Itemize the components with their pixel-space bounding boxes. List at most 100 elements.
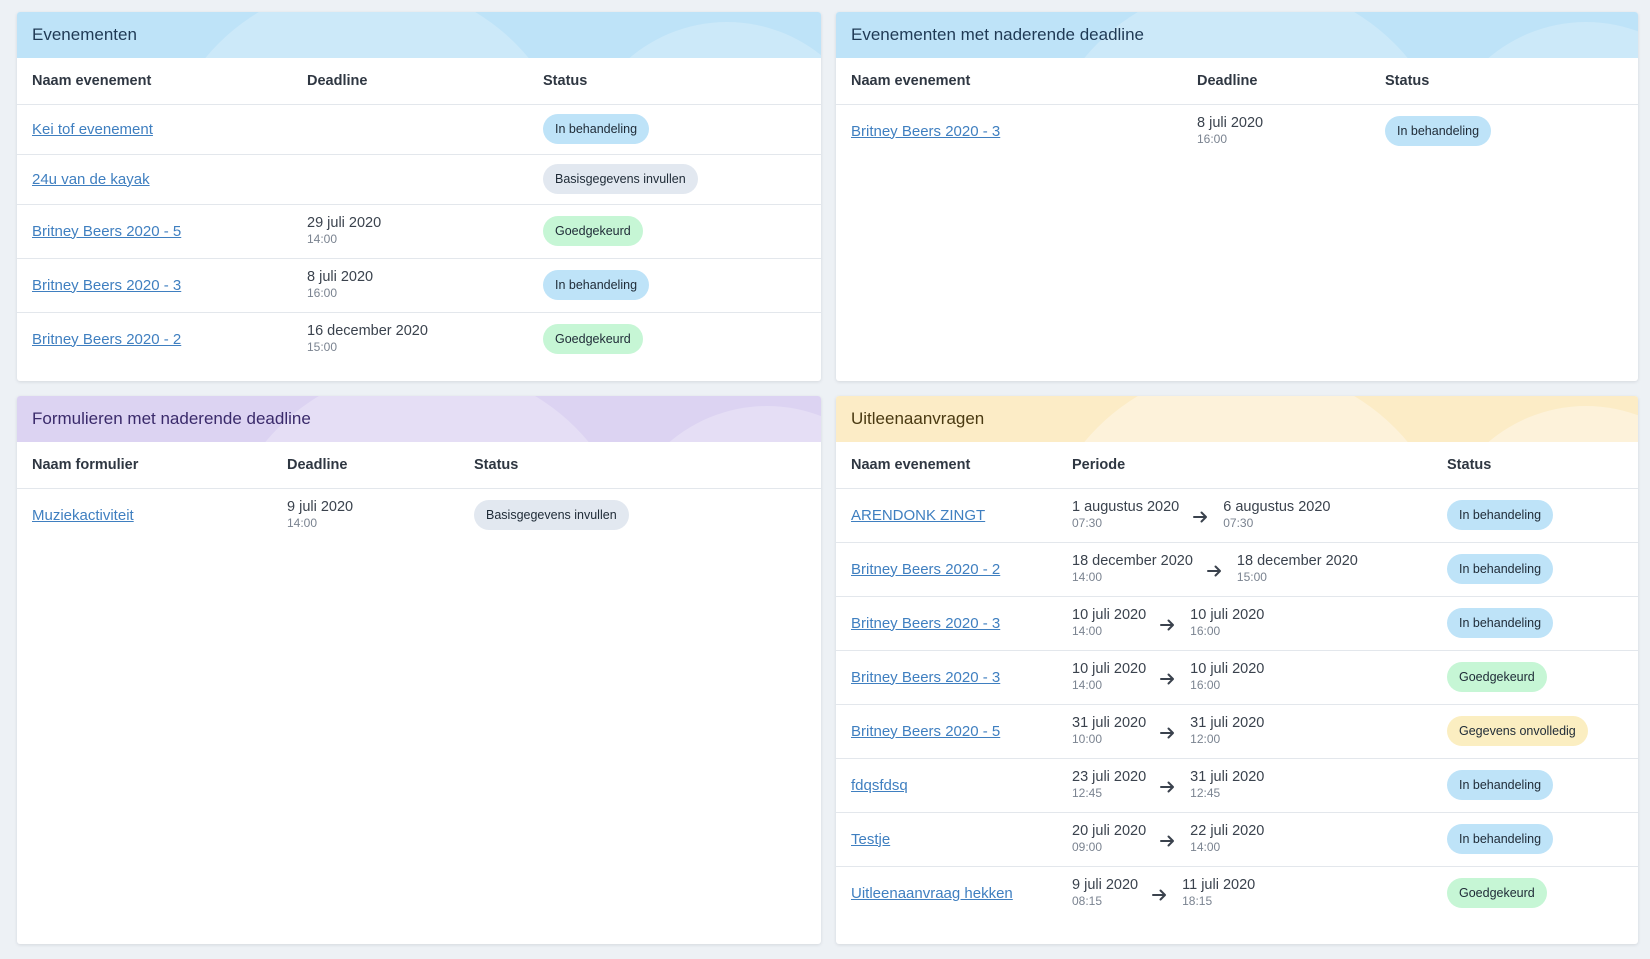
table-header-row: Naam evenement Deadline Status (17, 58, 821, 105)
period-start-time: 14:00 (1072, 570, 1103, 584)
column-header-status: Status (459, 442, 821, 489)
loan-request-link[interactable]: Britney Beers 2020 - 5 (851, 722, 1001, 740)
loan-request-link[interactable]: Uitleenaanvraag hekken (851, 884, 1013, 902)
table-row: Britney Beers 2020 - 2 18 december 2020 14… (836, 542, 1638, 597)
deadline-date: 29 juli 2020 (307, 215, 382, 231)
period-end-date: 10 juli 2020 (1190, 661, 1265, 677)
period-start-time: 09:00 (1072, 840, 1103, 854)
event-link[interactable]: Britney Beers 2020 - 3 (851, 122, 1001, 140)
event-link[interactable]: Kei tof evenement (32, 120, 153, 138)
forms-card: Formulieren met naderende deadline Naam … (17, 396, 821, 944)
table-row: ARENDONK ZINGT 1 augustus 2020 07:30 6 augu… (836, 488, 1638, 543)
period-cell: 20 juli 2020 09:00 22 juli 2020 14:00 (1057, 812, 1432, 867)
period-start: 18 december 2020 14:00 (1072, 553, 1193, 585)
column-header-name: Naam formulier (17, 442, 272, 489)
forms-card-title: Formulieren met naderende deadline (32, 409, 311, 428)
name-cell: ARENDONK ZINGT (836, 488, 1057, 543)
period-cell: 10 juli 2020 14:00 10 juli 2020 16:00 (1057, 650, 1432, 705)
period: 10 juli 2020 14:00 10 juli 2020 16:00 (1072, 661, 1432, 693)
period-end-time: 12:45 (1190, 786, 1221, 800)
arrow-right-icon (1160, 780, 1176, 794)
column-header-name: Naam evenement (17, 58, 292, 105)
loans-card-title: Uitleenaanvragen (851, 409, 985, 428)
status-cell: In behandeling (528, 104, 821, 155)
arrow-right-icon (1160, 834, 1176, 848)
event-link[interactable]: Muziekactiviteit (32, 506, 134, 524)
arrow-right-icon (1160, 618, 1176, 632)
status-cell: Goedgekeurd (1432, 866, 1638, 920)
period-cell: 18 december 2020 14:00 18 december 2020 15:… (1057, 542, 1432, 597)
name-cell: Muziekactiviteit (17, 488, 272, 542)
status-badge: In behandeling (1447, 500, 1554, 530)
deadline-cell (292, 154, 528, 205)
deadline-time: 14:00 (287, 516, 318, 531)
status-badge: Basisgegevens invullen (543, 164, 698, 194)
loan-request-link[interactable]: fdqsfdsq (851, 776, 908, 794)
loan-request-link[interactable]: Britney Beers 2020 - 3 (851, 668, 1001, 686)
column-header-deadline: Deadline (292, 58, 528, 105)
status-badge: In behandeling (543, 270, 650, 300)
period-end: 22 juli 2020 14:00 (1190, 823, 1264, 855)
period-start: 20 juli 2020 09:00 (1072, 823, 1146, 855)
period-end-time: 16:00 (1190, 624, 1221, 638)
status-cell: In behandeling (528, 258, 821, 313)
period: 9 juli 2020 08:15 11 juli 2020 18:15 (1072, 877, 1432, 909)
deadline-date: 9 juli 2020 (287, 499, 354, 516)
period: 1 augustus 2020 07:30 6 augustus 2020 07:30 (1072, 499, 1432, 531)
arrow-right-icon (1160, 726, 1176, 740)
status-badge: Basisgegevens invullen (474, 500, 629, 531)
forms-table-body: Muziekactiviteit 9 juli 2020 14:00 Basisgeg… (17, 488, 821, 542)
status-badge: Goedgekeurd (543, 216, 643, 246)
period-start-time: 14:00 (1072, 678, 1103, 692)
name-cell: Britney Beers 2020 - 2 (836, 542, 1057, 597)
status-cell: Goedgekeurd (528, 312, 821, 366)
event-link[interactable]: 24u van de kayak (32, 170, 150, 188)
event-link[interactable]: Britney Beers 2020 - 5 (32, 222, 182, 240)
column-header-deadline: Deadline (272, 442, 459, 489)
period-end: 11 juli 2020 18:15 (1182, 877, 1255, 909)
period-end-time: 14:00 (1190, 840, 1221, 854)
table-row: Britney Beers 2020 - 3 8 juli 2020 16:00 In… (836, 104, 1638, 158)
deadline-time: 16:00 (1197, 132, 1228, 147)
loan-request-link[interactable]: Testje (851, 830, 891, 848)
period-end-date: 10 juli 2020 (1190, 607, 1265, 623)
column-header-name: Naam evenement (836, 442, 1057, 489)
deadline-cell: 8 juli 2020 16:00 (292, 258, 528, 313)
period-end: 18 december 2020 15:00 (1237, 553, 1358, 585)
events-deadline-table-body: Britney Beers 2020 - 3 8 juli 2020 16:00 In… (836, 104, 1638, 158)
event-link[interactable]: Britney Beers 2020 - 3 (32, 276, 182, 294)
period-start: 10 juli 2020 14:00 (1072, 661, 1146, 693)
status-cell: In behandeling (1432, 758, 1638, 813)
period-end-time: 12:00 (1190, 732, 1221, 746)
table-row: Britney Beers 2020 - 5 29 juli 2020 14:00 G… (17, 204, 821, 259)
name-cell: Britney Beers 2020 - 2 (17, 312, 292, 366)
column-header-status: Status (528, 58, 821, 105)
events-card-header: Evenementen (17, 12, 821, 58)
loans-table: Naam evenement Periode Status ARENDONK Z… (836, 442, 1638, 920)
loan-request-link[interactable]: Britney Beers 2020 - 3 (851, 614, 1001, 632)
table-header-row: Naam evenement Deadline Status (836, 58, 1638, 105)
period-cell: 1 augustus 2020 07:30 6 augustus 2020 07:30 (1057, 488, 1432, 543)
period-start: 9 juli 2020 08:15 (1072, 877, 1138, 909)
status-badge: In behandeling (543, 114, 650, 144)
period-cell: 31 juli 2020 10:00 31 juli 2020 12:00 (1057, 704, 1432, 759)
loan-request-link[interactable]: Britney Beers 2020 - 2 (851, 560, 1001, 578)
period-cell: 23 juli 2020 12:45 31 juli 2020 12:45 (1057, 758, 1432, 813)
events-deadline-table: Naam evenement Deadline Status Britney B… (836, 58, 1638, 158)
status-cell: Goedgekeurd (1432, 650, 1638, 705)
period-start-date: 31 juli 2020 (1072, 715, 1147, 731)
period-start: 1 augustus 2020 07:30 (1072, 499, 1179, 531)
period-end: 31 juli 2020 12:45 (1190, 769, 1264, 801)
deadline-time: 14:00 (307, 232, 338, 246)
period-end-date: 22 juli 2020 (1190, 823, 1265, 839)
deadline-cell: 9 juli 2020 14:00 (272, 488, 459, 542)
loan-request-link[interactable]: ARENDONK ZINGT (851, 506, 986, 524)
status-badge: In behandeling (1447, 824, 1554, 854)
status-cell: In behandeling (1432, 812, 1638, 867)
period: 10 juli 2020 14:00 10 juli 2020 16:00 (1072, 607, 1432, 639)
name-cell: 24u van de kayak (17, 154, 292, 205)
column-header-period: Periode (1057, 442, 1432, 489)
event-link[interactable]: Britney Beers 2020 - 2 (32, 330, 182, 348)
period-start: 10 juli 2020 14:00 (1072, 607, 1146, 639)
table-row: Kei tof evenement In behandeling (17, 104, 821, 155)
